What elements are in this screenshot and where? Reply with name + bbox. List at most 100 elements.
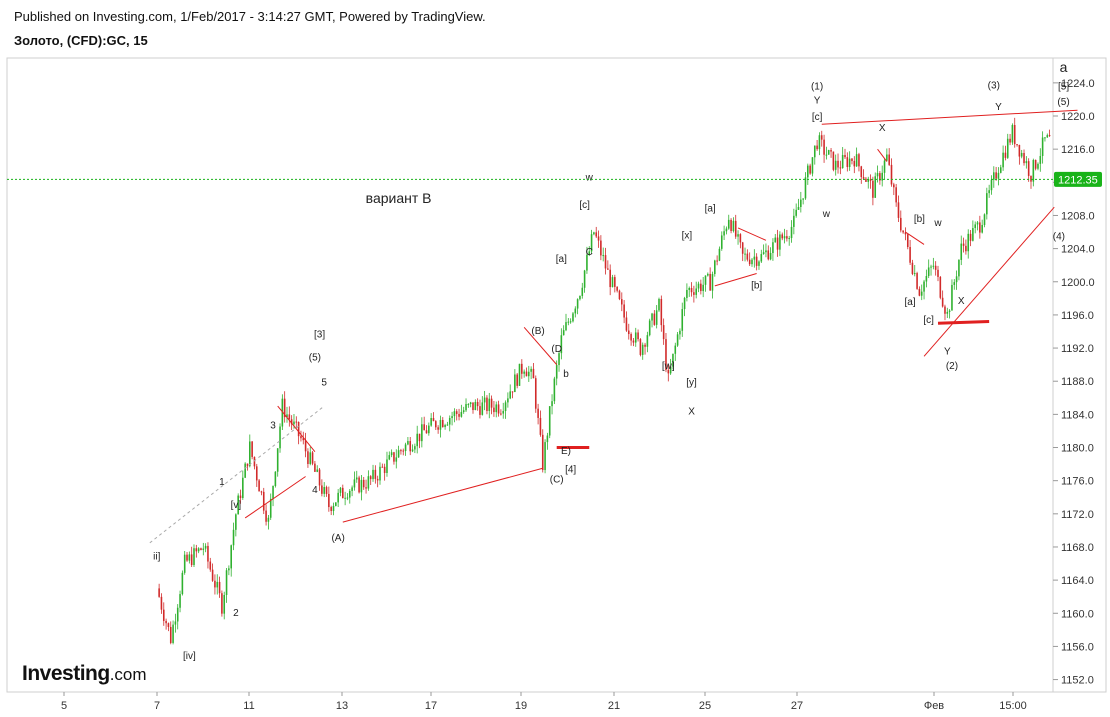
- candle-up: [507, 398, 509, 403]
- candle-down: [209, 561, 212, 570]
- candle-down: [246, 463, 249, 467]
- wave-label: вариант В: [366, 190, 432, 206]
- candle-up: [946, 311, 949, 314]
- candle-down: [383, 466, 386, 473]
- candle-down: [767, 250, 770, 260]
- candle-down: [900, 217, 902, 231]
- candle-down: [330, 507, 332, 512]
- candle-up: [372, 469, 374, 480]
- candle-up: [474, 401, 477, 411]
- candle-up: [695, 288, 697, 295]
- candle-up: [683, 297, 686, 310]
- candle-down: [595, 232, 598, 237]
- candle-down: [400, 450, 402, 452]
- candle-up: [467, 403, 470, 405]
- candle-down: [906, 234, 909, 247]
- candle-up: [523, 371, 525, 374]
- candle-down: [632, 340, 635, 343]
- candle-down: [1034, 159, 1037, 169]
- candle-down: [609, 269, 611, 288]
- candle-down: [846, 157, 849, 168]
- candle-down: [937, 269, 939, 277]
- wave-label: [a]: [905, 297, 916, 308]
- candle-down: [616, 286, 618, 291]
- candle-up: [751, 259, 753, 265]
- candle-down: [476, 401, 479, 407]
- candle-up: [988, 190, 990, 194]
- candle-up: [1025, 161, 1028, 164]
- candle-down: [739, 234, 742, 243]
- candle-up: [651, 313, 653, 321]
- candle-up: [583, 270, 586, 288]
- wave-label: [4]: [565, 464, 576, 475]
- candle-up: [551, 401, 553, 407]
- candle-up: [504, 402, 507, 411]
- candle-down: [534, 378, 537, 409]
- candle-down: [358, 477, 360, 493]
- candle-down: [621, 299, 623, 305]
- candle-down: [872, 180, 874, 198]
- candle-down: [637, 332, 639, 340]
- candle-down: [311, 452, 314, 464]
- candle-up: [228, 568, 230, 571]
- candle-up: [686, 289, 688, 298]
- candle-up: [460, 411, 463, 417]
- candle-up: [488, 398, 491, 412]
- y-tick-label: 1152.0: [1061, 675, 1094, 687]
- candle-down: [532, 368, 535, 379]
- candle-up: [560, 335, 563, 354]
- wave-label: [3]: [314, 329, 325, 340]
- candle-up: [193, 548, 195, 565]
- candle-up: [711, 274, 714, 291]
- candle-up: [453, 411, 456, 417]
- candle-down: [860, 166, 863, 178]
- candle-down: [888, 154, 890, 165]
- candle-up: [707, 273, 709, 276]
- candle-up: [269, 498, 272, 518]
- wave-label: w: [933, 218, 942, 229]
- candle-down: [362, 479, 365, 488]
- wave-label: Y: [995, 102, 1002, 113]
- candle-down: [890, 164, 893, 185]
- candle-down: [597, 236, 600, 241]
- trendline: [877, 148, 888, 162]
- candle-up: [465, 404, 467, 411]
- wave-label: Y: [814, 96, 821, 107]
- candle-down: [660, 298, 663, 326]
- candle-down: [221, 593, 223, 614]
- candle-up: [725, 228, 728, 232]
- x-tick-label: 25: [699, 700, 711, 712]
- wave-label: E): [561, 446, 571, 457]
- candle-up: [367, 476, 370, 489]
- wave-label: 2: [233, 608, 239, 619]
- candle-up: [411, 449, 414, 452]
- candle-up: [972, 228, 974, 241]
- candle-up: [267, 517, 270, 522]
- candle-up: [802, 198, 804, 200]
- candle-up: [237, 495, 239, 515]
- candle-down: [941, 297, 944, 307]
- candle-up: [348, 490, 351, 498]
- candle-down: [830, 150, 832, 152]
- wave-label: 3: [270, 420, 276, 431]
- y-tick-label: 1216.0: [1061, 144, 1095, 156]
- candle-up: [927, 267, 930, 276]
- candle-down: [304, 440, 307, 452]
- dashed-channel: [149, 405, 325, 544]
- candle-down: [490, 398, 493, 408]
- candle-up: [581, 287, 584, 296]
- candle-up: [953, 282, 956, 285]
- candle-up: [181, 572, 184, 595]
- candle-up: [804, 177, 807, 199]
- wave-label: (A): [331, 533, 344, 544]
- candle-up: [1039, 155, 1042, 164]
- candle-up: [669, 366, 672, 374]
- y-tick-label: 1196.0: [1061, 310, 1094, 322]
- candle-up: [481, 402, 484, 415]
- candle-up: [174, 621, 177, 625]
- candle-down: [662, 325, 665, 340]
- candle-down: [425, 430, 428, 434]
- candle-down: [541, 434, 544, 471]
- candle-down: [809, 165, 811, 174]
